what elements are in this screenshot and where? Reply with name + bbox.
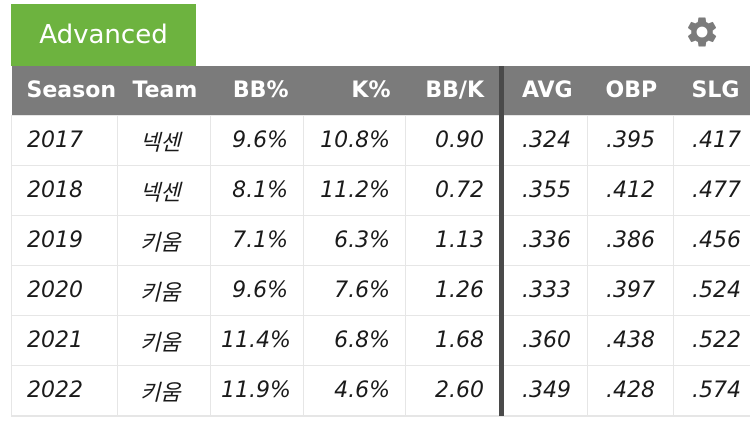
header-k-pct[interactable]: K% — [303, 66, 406, 116]
cell-season: 2019 — [11, 215, 118, 266]
cell-bb-k: 1.13 — [405, 215, 502, 266]
cell-slg: .456 — [673, 215, 750, 266]
table-header-row: Season Team BB% K% BB/K AVG OBP SLG — [11, 66, 750, 116]
cell-bb-k: 0.72 — [405, 165, 502, 216]
tab-advanced-label: Advanced — [39, 20, 168, 50]
cell-season: 2022 — [11, 365, 118, 416]
cell-team: 키움 — [117, 365, 211, 416]
header-avg[interactable]: AVG — [499, 66, 588, 116]
cell-k-pct: 7.6% — [303, 265, 406, 316]
cell-slg: .522 — [673, 315, 750, 366]
cell-bb-k: 0.90 — [405, 115, 502, 166]
table-bottom-border — [11, 416, 750, 417]
cell-bb-pct: 11.9% — [210, 365, 304, 416]
cell-k-pct: 11.2% — [303, 165, 406, 216]
advanced-stats-table: Season Team BB% K% BB/K AVG OBP SLG 2017… — [11, 66, 750, 418]
cell-season: 2020 — [11, 265, 118, 316]
cell-team: 키움 — [117, 315, 211, 366]
header-team[interactable]: Team — [117, 66, 211, 116]
cell-season: 2018 — [11, 165, 118, 216]
cell-bb-k: 2.60 — [405, 365, 502, 416]
cell-obp: .386 — [587, 215, 674, 266]
header-season[interactable]: Season — [11, 66, 118, 116]
cell-avg: .324 — [499, 115, 588, 166]
header-obp[interactable]: OBP — [587, 66, 674, 116]
cell-team: 넥센 — [117, 115, 211, 166]
cell-bb-pct: 9.6% — [210, 115, 304, 166]
cell-season: 2017 — [11, 115, 118, 166]
cell-k-pct: 6.3% — [303, 215, 406, 266]
tab-advanced[interactable]: Advanced — [11, 4, 196, 66]
cell-bb-pct: 11.4% — [210, 315, 304, 366]
table-row: 2022 키움 11.9% 4.6% 2.60 .349 .428 .574 — [11, 365, 750, 416]
cell-k-pct: 10.8% — [303, 115, 406, 166]
cell-bb-pct: 8.1% — [210, 165, 304, 216]
cell-obp: .395 — [587, 115, 674, 166]
cell-bb-k: 1.68 — [405, 315, 502, 366]
cell-bb-pct: 7.1% — [210, 215, 304, 266]
cell-obp: .438 — [587, 315, 674, 366]
cell-team: 넥센 — [117, 165, 211, 216]
header-bb-pct[interactable]: BB% — [210, 66, 304, 116]
header-slg[interactable]: SLG — [673, 66, 750, 116]
cell-obp: .412 — [587, 165, 674, 216]
table-row: 2021 키움 11.4% 6.8% 1.68 .360 .438 .522 — [11, 315, 750, 366]
cell-slg: .574 — [673, 365, 750, 416]
cell-avg: .349 — [499, 365, 588, 416]
cell-avg: .355 — [499, 165, 588, 216]
table-row: 2017 넥센 9.6% 10.8% 0.90 .324 .395 .417 — [11, 115, 750, 166]
cell-k-pct: 6.8% — [303, 315, 406, 366]
table-row: 2020 키움 9.6% 7.6% 1.26 .333 .397 .524 — [11, 265, 750, 316]
cell-avg: .336 — [499, 215, 588, 266]
cell-k-pct: 4.6% — [303, 365, 406, 416]
cell-obp: .428 — [587, 365, 674, 416]
cell-team: 키움 — [117, 265, 211, 316]
cell-slg: .524 — [673, 265, 750, 316]
header-bb-k[interactable]: BB/K — [405, 66, 502, 116]
gear-icon[interactable] — [684, 14, 720, 50]
cell-season: 2021 — [11, 315, 118, 366]
cell-bb-k: 1.26 — [405, 265, 502, 316]
cell-avg: .333 — [499, 265, 588, 316]
cell-obp: .397 — [587, 265, 674, 316]
cell-avg: .360 — [499, 315, 588, 366]
table-row: 2018 넥센 8.1% 11.2% 0.72 .355 .412 .477 — [11, 165, 750, 216]
cell-bb-pct: 9.6% — [210, 265, 304, 316]
table-row: 2019 키움 7.1% 6.3% 1.13 .336 .386 .456 — [11, 215, 750, 266]
cell-team: 키움 — [117, 215, 211, 266]
cell-slg: .417 — [673, 115, 750, 166]
cell-slg: .477 — [673, 165, 750, 216]
